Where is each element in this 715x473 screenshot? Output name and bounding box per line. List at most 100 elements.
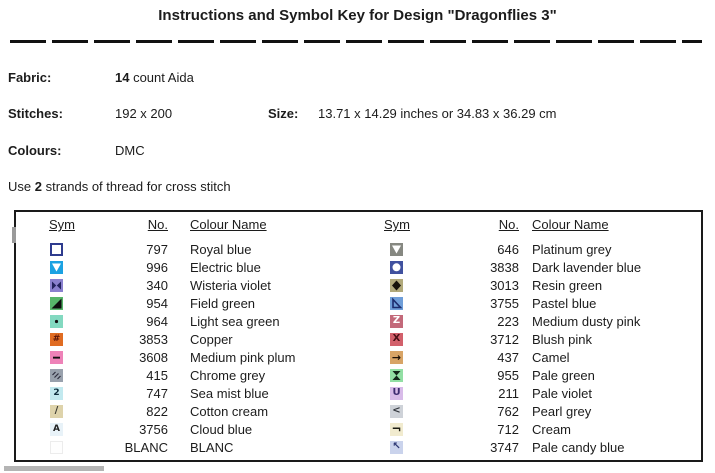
thread-number: 3853 [139, 331, 168, 347]
thread-number: 3712 [490, 331, 519, 347]
size-value: 13.71 x 14.29 inches or 34.83 x 36.29 cm [318, 106, 557, 121]
colour-name: Light sea green [190, 313, 280, 329]
key-row: Z 223 Medium dusty pink [356, 312, 700, 330]
header-sym-right: Sym [384, 217, 410, 232]
colour-name: Wisteria violet [190, 277, 271, 293]
left-border-tab [12, 227, 16, 243]
colour-name: Resin green [532, 277, 603, 293]
colour-name: Electric blue [190, 259, 261, 275]
colour-name: Pale green [532, 367, 595, 383]
colour-name: Field green [190, 295, 256, 311]
letter-z-icon: Z [390, 314, 403, 328]
symbol-glyph: # [52, 333, 61, 344]
stitches-value: 192 x 200 [115, 106, 173, 121]
thread-number: 747 [146, 385, 168, 401]
nw-arrow-icon: ↖ [390, 440, 403, 454]
colour-name: Pale candy blue [532, 439, 625, 455]
slash-icon: / [50, 404, 63, 418]
header-sym-left: Sym [49, 217, 75, 232]
symbol-glyph: A [53, 423, 60, 434]
bottom-partial-bar [4, 466, 104, 471]
header-name-right: Colour Name [532, 217, 609, 232]
key-row: → 437 Camel [356, 348, 700, 366]
colour-name: Copper [190, 331, 233, 347]
key-row: 2 747 Sea mist blue [16, 384, 360, 402]
right-arrow-icon: → [390, 350, 403, 364]
symbol-glyph: U [392, 387, 401, 398]
thread-number: 954 [146, 295, 168, 311]
thread-number: 996 [146, 259, 168, 275]
fabric-value: 14 count Aida [115, 70, 194, 85]
colour-name: Chrome grey [190, 367, 266, 383]
colour-name: Dark lavender blue [532, 259, 642, 275]
dashed-divider [10, 40, 702, 43]
dash-icon [50, 350, 63, 364]
key-row: BLANC BLANC [16, 438, 360, 456]
stitches-label: Stitches: [8, 106, 63, 121]
fabric-label: Fabric: [8, 70, 52, 85]
colour-name: Medium pink plum [190, 349, 296, 365]
digit-two-icon: 2 [50, 386, 63, 400]
key-row: 955 Pale green [356, 366, 700, 384]
thread-number: 3747 [490, 439, 519, 455]
key-table-right-rows: 646 Platinum grey 3838 Dark lavender blue 30… [356, 240, 700, 456]
colour-name: Cream [532, 421, 572, 437]
thread-number: 415 [146, 367, 168, 383]
bordered-square-icon [50, 242, 63, 256]
colour-name: Sea mist blue [190, 385, 269, 401]
page-title: Instructions and Symbol Key for Design "… [158, 7, 557, 24]
key-row: / 822 Cotton cream [16, 402, 360, 420]
colour-name: Royal blue [190, 241, 252, 257]
hash-icon: # [50, 332, 63, 346]
colour-name: BLANC [190, 439, 234, 455]
diagonal-hatch-icon [50, 368, 63, 382]
colour-name: Camel [532, 349, 570, 365]
key-row: 3755 Pastel blue [356, 294, 700, 312]
thread-number: 822 [146, 403, 168, 419]
colour-name: Cotton cream [190, 403, 269, 419]
header-no-right: No. [498, 217, 519, 232]
hourglass-icon [390, 368, 403, 382]
less-than-icon: < [390, 404, 403, 418]
key-row: 797 Royal blue [16, 240, 360, 258]
symbol-glyph: < [392, 405, 401, 416]
key-row: 3013 Resin green [356, 276, 700, 294]
diamond-icon [390, 278, 403, 292]
colour-name: Pale violet [532, 385, 592, 401]
thread-number: 955 [497, 367, 519, 383]
symbol-glyph: → [391, 350, 402, 364]
symbol-glyph: ↖ [392, 441, 401, 452]
key-row: 964 Light sea green [16, 312, 360, 330]
letter-x-icon: X [390, 332, 403, 346]
symbol-glyph: X [392, 333, 401, 344]
size-label: Size: [268, 106, 299, 121]
letter-u-icon: U [390, 386, 403, 400]
key-row: 3608 Medium pink plum [16, 348, 360, 366]
circle-icon [390, 260, 403, 274]
dot-icon [50, 314, 63, 328]
thread-number: 211 [498, 385, 519, 401]
header-name-left: Colour Name [190, 217, 267, 232]
thread-number: 437 [497, 349, 519, 365]
key-row: <762 Pearl grey [356, 402, 700, 420]
bowtie-icon [50, 278, 63, 292]
key-row: A 3756 Cloud blue [16, 420, 360, 438]
thread-number: 797 [146, 241, 168, 257]
key-row: 3838 Dark lavender blue [356, 258, 700, 276]
key-row: U 211 Pale violet [356, 384, 700, 402]
key-row: X 3712 Blush pink [356, 330, 700, 348]
colours-value: DMC [115, 143, 145, 158]
blank-square-icon [50, 440, 63, 454]
symbol-glyph: ¬ [391, 422, 402, 436]
down-triangle-icon [50, 260, 63, 274]
key-row: 954 Field green [16, 294, 360, 312]
thread-number: 3756 [139, 421, 168, 437]
down-triangle-icon [390, 242, 403, 256]
thread-number: 340 [146, 277, 168, 293]
symbol-key-table: Sym No. Colour Name Sym No. Colour Name … [14, 210, 703, 462]
symbol-glyph: 2 [53, 387, 60, 398]
thread-number: 964 [146, 313, 168, 329]
colour-name: Cloud blue [190, 421, 253, 437]
thread-number: BLANC [124, 439, 168, 455]
